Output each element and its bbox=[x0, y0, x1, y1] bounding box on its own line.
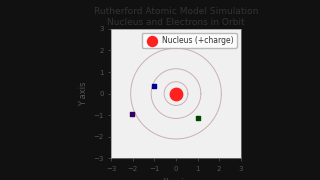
Point bbox=[195, 117, 200, 120]
Legend: Nucleus (+charge): Nucleus (+charge) bbox=[142, 33, 237, 48]
Point bbox=[129, 113, 134, 116]
Point bbox=[152, 85, 157, 87]
X-axis label: X axis: X axis bbox=[164, 178, 188, 180]
Y-axis label: Y axis: Y axis bbox=[79, 81, 88, 106]
Nucleus (+charge) bbox=[173, 92, 179, 95]
Title: Rutherford Atomic Model Simulation
Nucleus and Electrons in Orbit: Rutherford Atomic Model Simulation Nucle… bbox=[94, 6, 258, 27]
